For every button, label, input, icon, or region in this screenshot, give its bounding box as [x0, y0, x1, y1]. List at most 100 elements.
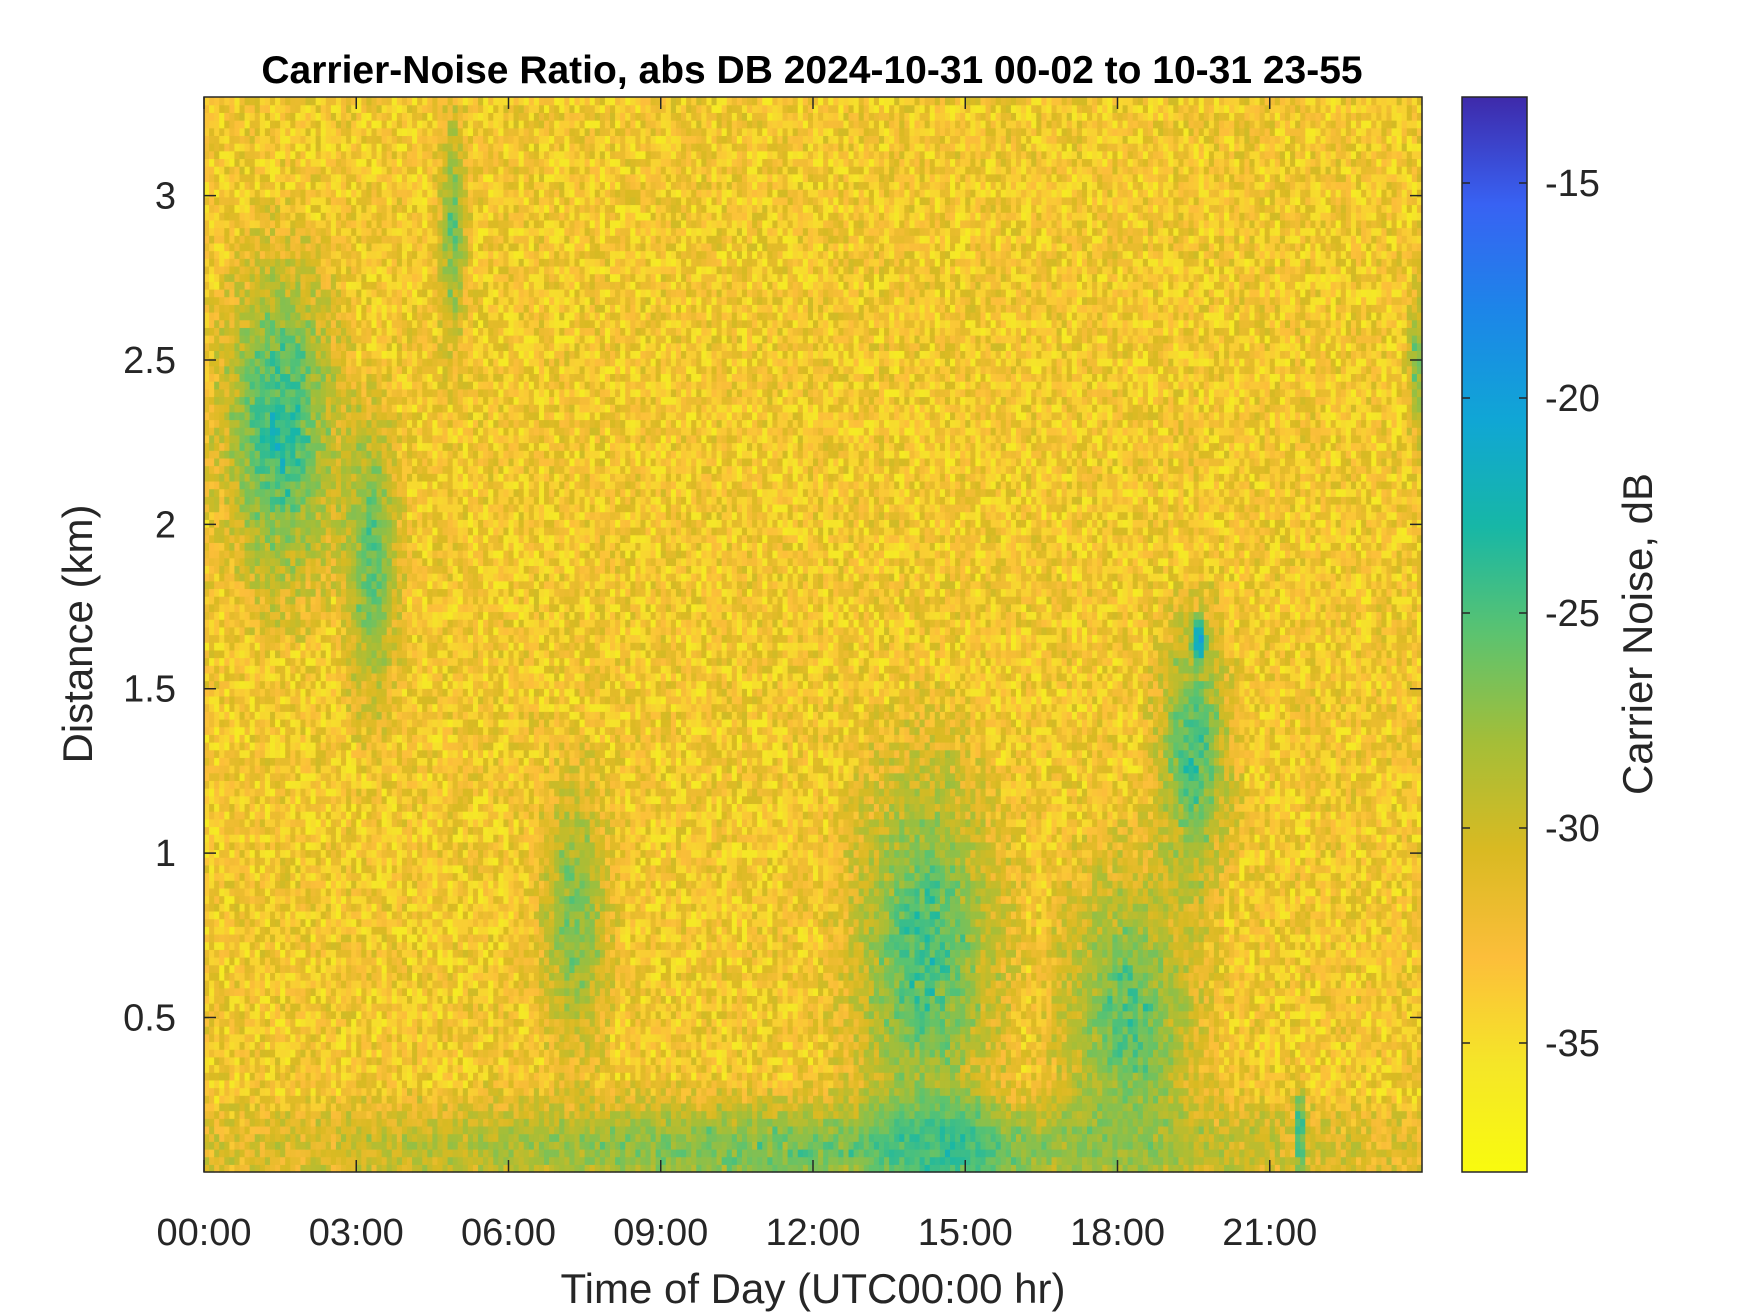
heatmap-cell — [209, 596, 215, 604]
heatmap-cell — [265, 819, 271, 827]
heatmap-cell — [265, 681, 271, 689]
heatmap-cell — [341, 558, 347, 566]
heatmap-cell — [265, 842, 271, 850]
heatmap-cell — [224, 934, 230, 942]
heatmap-cell — [270, 458, 276, 466]
heatmap-cell — [265, 1157, 271, 1165]
heatmap-cell — [377, 765, 383, 773]
heatmap-cell — [219, 466, 225, 474]
heatmap-cell — [209, 243, 215, 251]
heatmap-cell — [270, 158, 276, 166]
heatmap-cell — [321, 581, 327, 589]
heatmap-cell — [250, 297, 256, 305]
heatmap-cell — [377, 335, 383, 343]
heatmap-cell — [346, 381, 352, 389]
heatmap-cell — [361, 343, 367, 351]
heatmap-cell — [265, 481, 271, 489]
heatmap-cell — [306, 611, 312, 619]
heatmap-cell — [371, 443, 377, 451]
heatmap-cell — [382, 734, 388, 742]
heatmap-cell — [240, 320, 246, 328]
heatmap-cell — [224, 926, 230, 934]
heatmap-cell — [295, 274, 301, 282]
heatmap-cell — [311, 1034, 317, 1042]
heatmap-cell — [336, 128, 342, 136]
heatmap-cell — [346, 704, 352, 712]
heatmap-cell — [245, 112, 251, 120]
heatmap-cell — [382, 611, 388, 619]
heatmap-cell — [290, 995, 296, 1003]
heatmap-cell — [346, 1011, 352, 1019]
heatmap-cell — [209, 1034, 215, 1042]
heatmap-cell — [260, 842, 266, 850]
heatmap-cell — [331, 826, 337, 834]
heatmap-cell — [321, 842, 327, 850]
heatmap-cell — [336, 727, 342, 735]
heatmap-cell — [377, 834, 383, 842]
heatmap-cell — [311, 911, 317, 919]
heatmap-cell — [240, 504, 246, 512]
heatmap-cell — [311, 850, 317, 858]
heatmap-cell — [204, 957, 210, 965]
heatmap-cell — [366, 665, 372, 673]
heatmap-cell — [300, 166, 306, 174]
heatmap-cell — [270, 197, 276, 205]
heatmap-cell — [331, 673, 337, 681]
heatmap-cell — [336, 842, 342, 850]
heatmap-cell — [209, 934, 215, 942]
heatmap-cell — [285, 635, 291, 643]
heatmap-cell — [361, 527, 367, 535]
heatmap-cell — [341, 742, 347, 750]
heatmap-cell — [311, 427, 317, 435]
heatmap-cell — [377, 281, 383, 289]
heatmap-cell — [250, 1134, 256, 1142]
heatmap-cell — [224, 281, 230, 289]
heatmap-cell — [234, 1134, 240, 1142]
heatmap-cell — [336, 1111, 342, 1119]
heatmap-cell — [311, 658, 317, 666]
heatmap-cell — [336, 389, 342, 397]
heatmap-cell — [275, 235, 281, 243]
heatmap-cell — [245, 212, 251, 220]
heatmap-cell — [382, 1080, 388, 1088]
heatmap-cell — [321, 458, 327, 466]
heatmap-cell — [346, 466, 352, 474]
heatmap-cell — [219, 105, 225, 113]
heatmap-cell — [295, 512, 301, 520]
heatmap-cell — [336, 189, 342, 197]
heatmap-cell — [250, 765, 256, 773]
heatmap-cell — [336, 450, 342, 458]
heatmap-cell — [316, 197, 322, 205]
heatmap-cell — [341, 588, 347, 596]
heatmap-cell — [209, 320, 215, 328]
heatmap-cell — [219, 481, 225, 489]
heatmap-cell — [255, 297, 261, 305]
heatmap-cell — [321, 550, 327, 558]
heatmap-cell — [234, 742, 240, 750]
heatmap-cell — [240, 97, 246, 105]
heatmap-cell — [224, 1157, 230, 1165]
heatmap-cell — [204, 389, 210, 397]
heatmap-cell — [341, 719, 347, 727]
heatmap-cell — [351, 281, 357, 289]
heatmap-cell — [311, 696, 317, 704]
heatmap-cell — [331, 251, 337, 259]
heatmap-cell — [382, 711, 388, 719]
heatmap-cell — [255, 519, 261, 527]
heatmap-cell — [290, 312, 296, 320]
heatmap-cell — [234, 1065, 240, 1073]
heatmap-cell — [285, 143, 291, 151]
heatmap-cell — [209, 373, 215, 381]
heatmap-cell — [224, 765, 230, 773]
heatmap-cell — [229, 243, 235, 251]
heatmap-cell — [356, 826, 362, 834]
heatmap-cell — [356, 604, 362, 612]
heatmap-cell — [240, 350, 246, 358]
heatmap-cell — [229, 942, 235, 950]
heatmap-cell — [255, 120, 261, 128]
heatmap-cell — [260, 1041, 266, 1049]
heatmap-cell — [285, 166, 291, 174]
heatmap-cell — [245, 235, 251, 243]
heatmap-cell — [371, 527, 377, 535]
heatmap-cell — [321, 228, 327, 236]
